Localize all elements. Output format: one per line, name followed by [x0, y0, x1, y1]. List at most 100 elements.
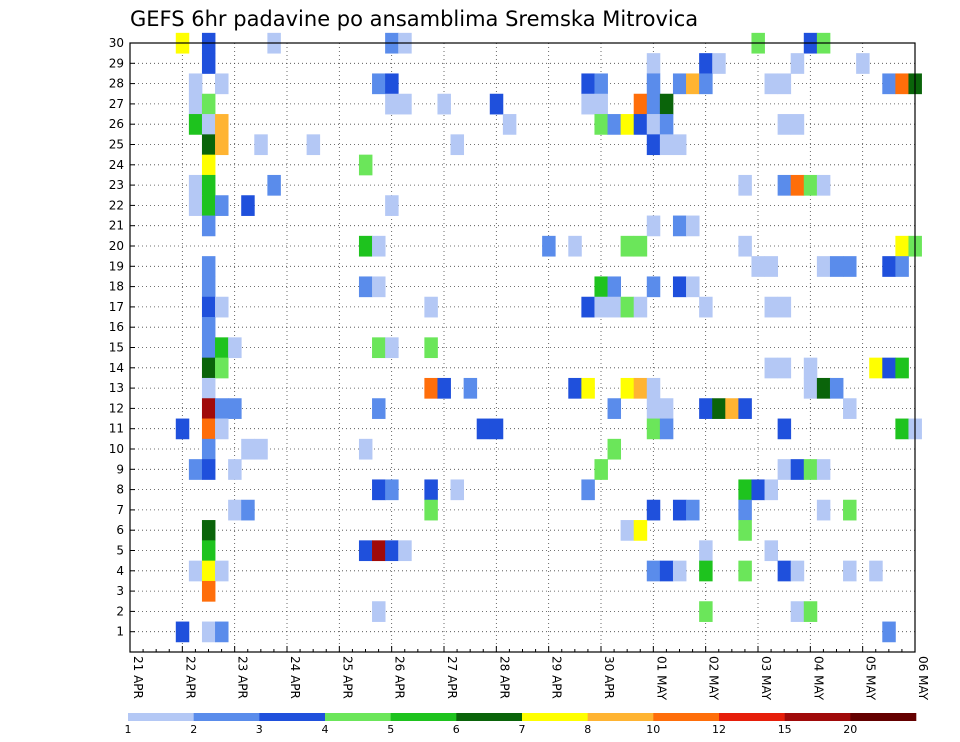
y-tick-label: 29 — [109, 56, 124, 70]
ensemble-cell — [882, 256, 896, 277]
ensemble-cell — [816, 174, 831, 196]
ensemble-cell — [201, 256, 216, 277]
ensemble-cell — [699, 601, 713, 622]
y-tick-label: 14 — [109, 361, 124, 375]
ensemble-cell — [764, 357, 779, 379]
y-tick-label: 12 — [109, 401, 124, 415]
ensemble-cell — [712, 398, 726, 419]
ensemble-cell — [620, 114, 635, 135]
ensemble-cell — [201, 438, 216, 460]
ensemble-cell — [201, 560, 216, 582]
ensemble-cell — [882, 621, 896, 643]
colorbar-label: 3 — [256, 723, 263, 736]
x-tick-label: 25 APR — [340, 656, 354, 699]
ensemble-cell — [843, 398, 857, 419]
y-tick-label: 21 — [109, 219, 124, 233]
ensemble-cell — [228, 459, 242, 480]
ensemble-cell — [699, 73, 713, 95]
ensemble-cell — [725, 398, 739, 419]
ensemble-cell — [267, 174, 281, 196]
ensemble-cell — [463, 377, 478, 399]
x-tick-label: 23 APR — [236, 656, 250, 699]
ensemble-cell — [175, 418, 190, 440]
ensemble-cell — [646, 418, 661, 440]
colorbar-label: 15 — [778, 723, 792, 736]
ensemble-cell — [646, 276, 661, 298]
ensemble-cell — [895, 73, 909, 95]
colorbar-label: 4 — [322, 723, 329, 736]
ensemble-cell — [228, 398, 242, 419]
ensemble-cell — [424, 377, 438, 399]
ensemble-cell — [241, 499, 255, 521]
ensemble-cell — [659, 560, 674, 582]
ensemble-cell — [843, 256, 857, 277]
y-tick-label: 19 — [109, 259, 124, 273]
ensemble-cell — [372, 540, 386, 562]
ensemble-cell — [803, 377, 818, 399]
colorbar-label: 12 — [712, 723, 726, 736]
x-tick-label: 27 APR — [445, 656, 459, 699]
ensemble-cell — [215, 73, 229, 95]
ensemble-cell — [895, 235, 909, 257]
ensemble-cell — [790, 459, 805, 480]
colorbar-segment — [325, 713, 391, 721]
ensemble-cell — [254, 134, 268, 156]
ensemble-cell — [358, 276, 373, 298]
ensemble-cell — [843, 499, 857, 521]
ensemble-cell — [607, 276, 622, 298]
ensemble-cell — [385, 73, 399, 95]
ensemble-cell — [607, 398, 622, 419]
ensemble-cell — [777, 114, 792, 135]
ensemble-cell — [241, 438, 255, 460]
ensemble-cell — [738, 479, 752, 501]
ensemble-cell — [790, 174, 805, 196]
ensemble-cell — [659, 418, 674, 440]
ensemble-cell — [738, 174, 752, 196]
x-tick-label: 28 APR — [497, 656, 511, 699]
ensemble-cell — [594, 114, 608, 135]
ensemble-cell — [201, 459, 216, 480]
ensemble-cell — [201, 93, 216, 115]
ensemble-cell — [607, 114, 622, 135]
ensemble-cell — [751, 256, 765, 277]
ensemble-cell — [816, 459, 831, 480]
y-tick-label: 4 — [116, 564, 124, 578]
ensemble-cell — [738, 499, 752, 521]
x-tick-label: 22 APR — [183, 656, 197, 699]
ensemble-cell — [764, 479, 779, 501]
y-tick-label: 6 — [116, 523, 124, 537]
colorbar-label: 20 — [843, 723, 857, 736]
x-tick-label: 04 MAY — [811, 656, 825, 701]
ensemble-cell — [738, 235, 752, 257]
ensemble-cell — [699, 398, 713, 419]
ensemble-cell — [790, 53, 805, 74]
ensemble-cell — [803, 357, 818, 379]
ensemble-cell — [646, 73, 661, 95]
ensemble-cell — [437, 377, 451, 399]
y-tick-label: 30 — [109, 36, 124, 50]
ensemble-cell — [450, 479, 465, 501]
ensemble-cell — [659, 114, 674, 135]
ensemble-cell — [581, 377, 595, 399]
ensemble-cell — [646, 499, 661, 521]
ensemble-cell — [764, 256, 779, 277]
ensemble-cell — [385, 337, 399, 359]
ensemble-cell — [201, 540, 216, 562]
ensemble-cell — [358, 235, 373, 257]
ensemble-cell — [424, 337, 438, 359]
ensemble-cell — [372, 73, 386, 95]
ensemble-cell — [699, 560, 713, 582]
ensemble-cell — [777, 296, 792, 318]
ensemble-cell — [201, 114, 216, 135]
ensemble-cell — [829, 256, 844, 277]
colorbar-segment — [850, 713, 917, 721]
ensemble-cell — [672, 276, 687, 298]
ensemble-cell — [581, 73, 595, 95]
ensemble-cell — [672, 215, 687, 237]
ensemble-cell — [633, 235, 648, 257]
colorbar-segment — [719, 713, 785, 721]
ensemble-cell — [489, 93, 504, 115]
ensemble-cell — [201, 296, 216, 318]
ensemble-cell — [542, 235, 556, 257]
ensemble-cell — [358, 438, 373, 460]
